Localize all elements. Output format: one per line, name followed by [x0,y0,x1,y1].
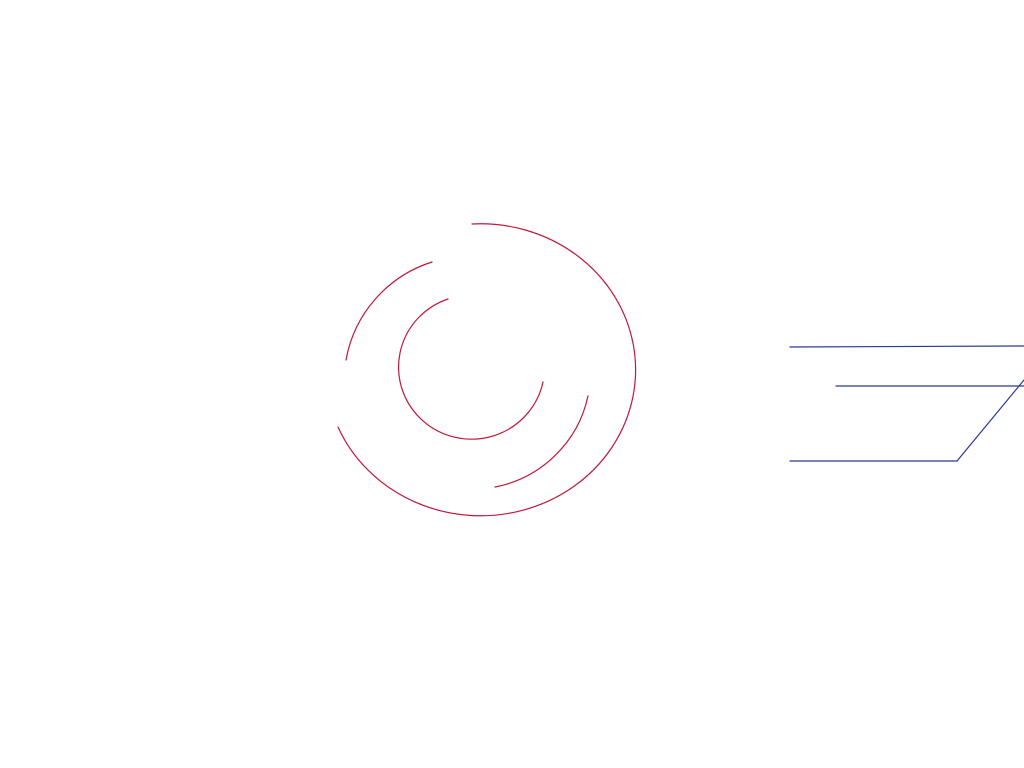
bottom-angled-line [789,379,1024,462]
middle-arc-top [345,261,433,361]
loading-spinner-icon [337,223,637,517]
outer-arc [337,223,637,517]
top-line [789,345,1024,348]
inner-arc [397,298,544,440]
partial-logo-lines [789,345,1024,462]
middle-arc-bottom [494,395,589,488]
